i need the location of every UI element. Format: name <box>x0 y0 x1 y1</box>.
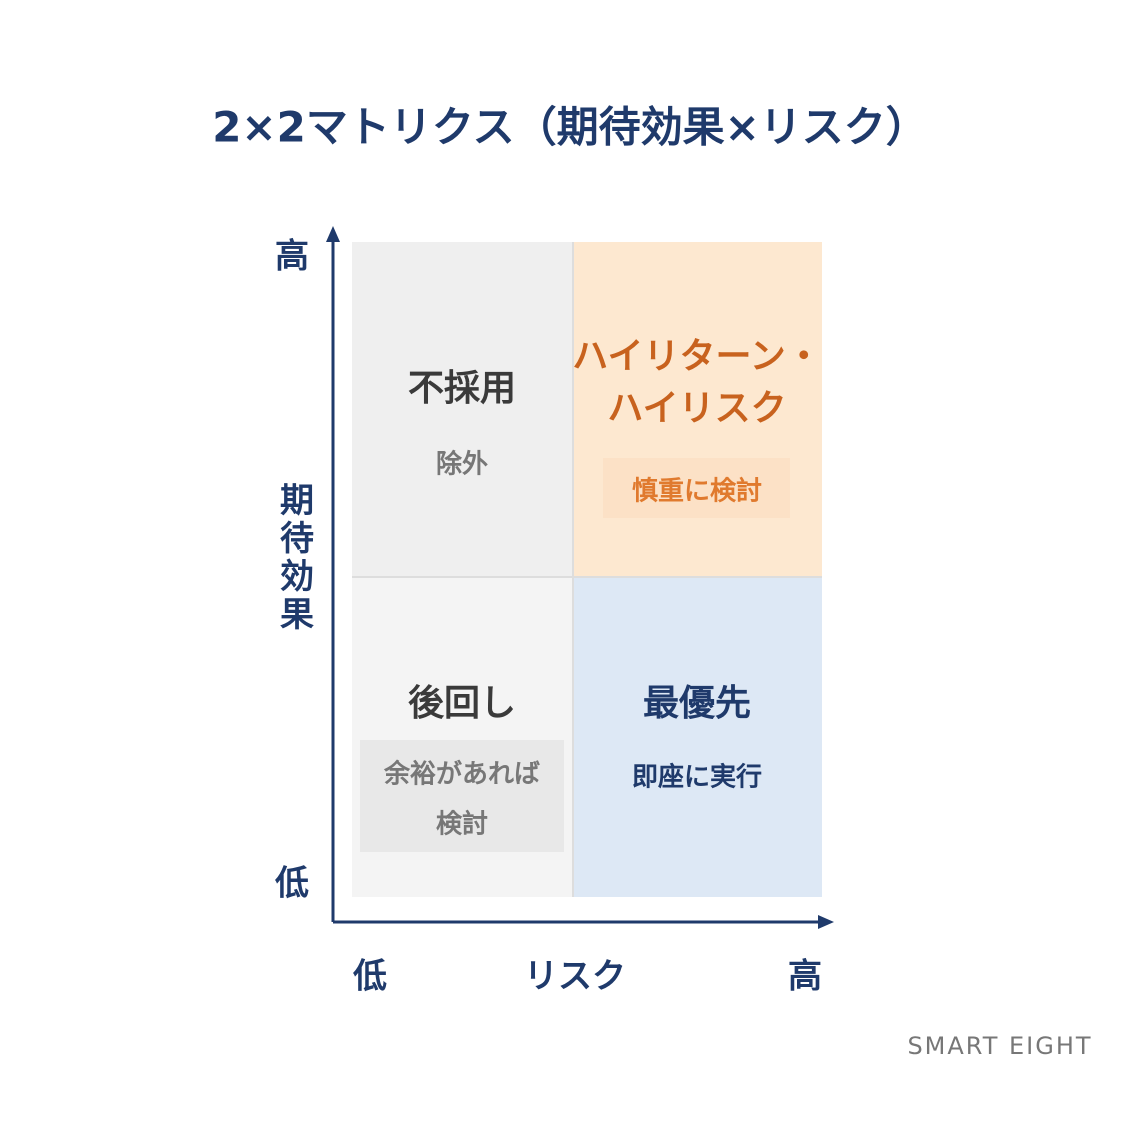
x-high: 高 <box>788 957 822 997</box>
quadrant-bg <box>352 242 573 577</box>
quadrant-note: 除外 <box>436 449 488 480</box>
quadrant-title: ハイリスク <box>607 388 786 429</box>
arrow <box>818 915 834 929</box>
quadrant-bg <box>573 242 822 577</box>
y-axis-label: 期待効果 <box>274 482 314 634</box>
y-low: 低 <box>275 864 309 904</box>
footer: SMART EIGHT <box>907 1032 1092 1060</box>
note-box <box>603 458 790 518</box>
quadrant-note: 余裕があれば <box>383 759 540 790</box>
quadrant-note: 検討 <box>436 809 488 840</box>
x-low: 低 <box>353 957 387 997</box>
quadrant-bg <box>573 577 822 897</box>
quadrant-title: 不採用 <box>408 368 516 409</box>
quadrant-title: 後回し <box>408 683 516 724</box>
title: 2×2マトリクス（期待効果×リスク） <box>212 103 928 152</box>
x-axis-label: リスク <box>524 957 626 997</box>
note-box <box>360 740 564 852</box>
y-high: 高 <box>275 237 309 277</box>
quadrant-note: 即座に実行 <box>632 762 762 793</box>
quadrant-title: 最優先 <box>643 683 751 724</box>
quadrant-title: ハイリターン・ <box>572 336 821 377</box>
arrow <box>326 226 340 242</box>
quadrant-note: 慎重に検討 <box>632 476 762 507</box>
